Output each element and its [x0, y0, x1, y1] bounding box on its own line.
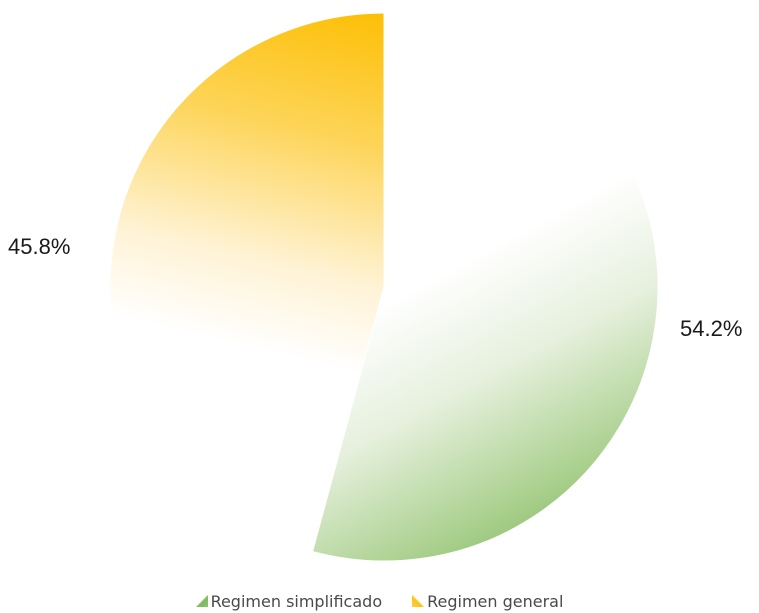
legend-item-regimen-simplificado: Regimen simplificado	[195, 591, 383, 611]
slice-label-regimen-simplificado: 54.2%	[680, 316, 743, 341]
pie-plot-area	[109, 12, 659, 562]
legend-item-regimen-general: Regimen general	[412, 592, 563, 611]
legend-swatch-green-icon	[195, 595, 208, 607]
legend: Regimen simplificado Regimen general	[0, 590, 759, 612]
legend-label-regimen-simplificado: Regimen simplificado	[210, 591, 383, 611]
pie-slice-regimen-general	[109, 12, 385, 553]
slice-label-regimen-general: 45.8%	[8, 234, 71, 259]
pie-slice-regimen-simplificado	[311, 12, 659, 562]
legend-label-regimen-general: Regimen general	[427, 591, 564, 611]
legend-swatch-orange-icon	[412, 595, 425, 607]
